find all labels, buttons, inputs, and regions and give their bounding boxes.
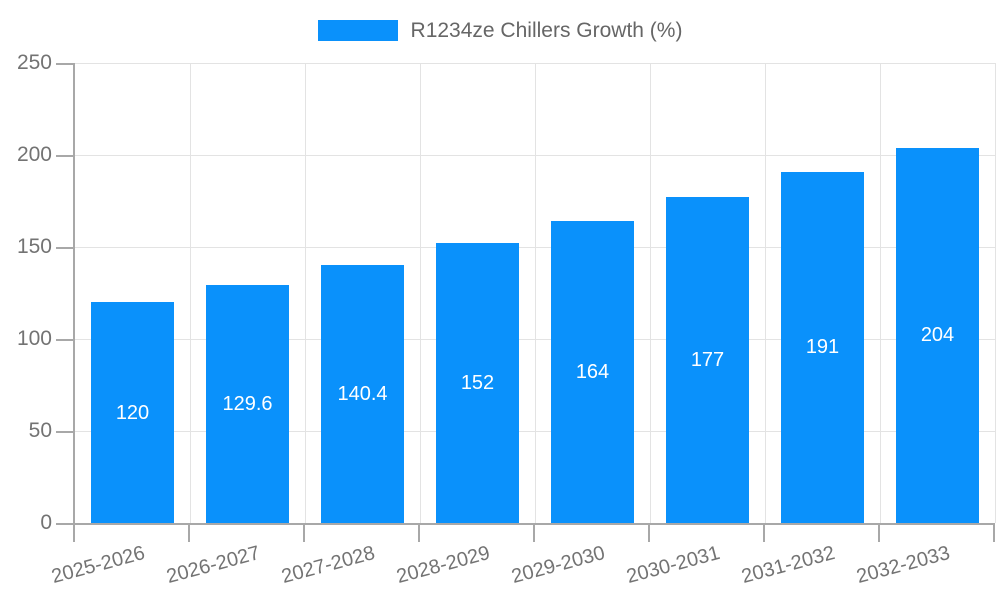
x-tick-mark (763, 523, 765, 542)
y-tick-mark (56, 523, 75, 525)
y-tick-label: 50 (28, 419, 52, 442)
chart-legend[interactable]: R1234ze Chillers Growth (%) (0, 20, 1000, 41)
x-tick-label: 2029-2030 (509, 542, 608, 589)
x-tick-mark (648, 523, 650, 542)
bar (206, 285, 289, 523)
x-tick-label: 2031-2032 (739, 542, 838, 589)
vertical-gridline (420, 63, 421, 523)
bar-value-label: 191 (805, 336, 840, 358)
y-tick-label: 100 (16, 327, 52, 350)
legend-label: R1234ze Chillers Growth (%) (410, 19, 683, 42)
vertical-gridline (650, 63, 651, 523)
bar-value-label: 177 (690, 349, 725, 371)
y-tick-mark (56, 63, 75, 65)
y-axis-line (73, 63, 75, 523)
bar-value-label: 152 (460, 372, 495, 394)
y-tick-mark (56, 155, 75, 157)
x-tick-mark (188, 523, 190, 542)
bar-value-label: 129.6 (222, 393, 273, 415)
x-tick-mark (418, 523, 420, 542)
y-tick-mark (56, 247, 75, 249)
bar (436, 243, 519, 523)
bar-value-label: 204 (920, 324, 955, 346)
vertical-gridline (190, 63, 191, 523)
bar (896, 148, 979, 523)
x-tick-mark (303, 523, 305, 542)
bar (91, 302, 174, 523)
vertical-gridline (880, 63, 881, 523)
x-tick-label: 2026-2027 (164, 542, 263, 589)
vertical-gridline (535, 63, 536, 523)
y-tick-mark (56, 339, 75, 341)
y-tick-mark (56, 431, 75, 433)
x-tick-mark (73, 523, 75, 542)
bar-value-label: 140.4 (337, 383, 388, 405)
x-tick-label: 2030-2031 (624, 542, 723, 589)
vertical-gridline (305, 63, 306, 523)
x-tick-mark (993, 523, 995, 542)
legend-swatch (317, 20, 398, 41)
vertical-gridline (765, 63, 766, 523)
bar-value-label: 164 (575, 361, 610, 383)
y-tick-label: 250 (16, 51, 52, 74)
x-tick-mark (878, 523, 880, 542)
bar (321, 265, 404, 523)
x-tick-label: 2032-2033 (854, 542, 953, 589)
bar (666, 197, 749, 523)
x-tick-label: 2025-2026 (49, 542, 148, 589)
bar (781, 172, 864, 523)
y-tick-label: 200 (16, 143, 52, 166)
y-tick-label: 0 (40, 511, 52, 534)
x-tick-label: 2027-2028 (279, 542, 378, 589)
vertical-gridline (995, 63, 996, 523)
bar (551, 221, 634, 523)
y-tick-label: 150 (16, 235, 52, 258)
bar-value-label: 120 (115, 402, 150, 424)
x-tick-label: 2028-2029 (394, 542, 493, 589)
x-tick-mark (533, 523, 535, 542)
